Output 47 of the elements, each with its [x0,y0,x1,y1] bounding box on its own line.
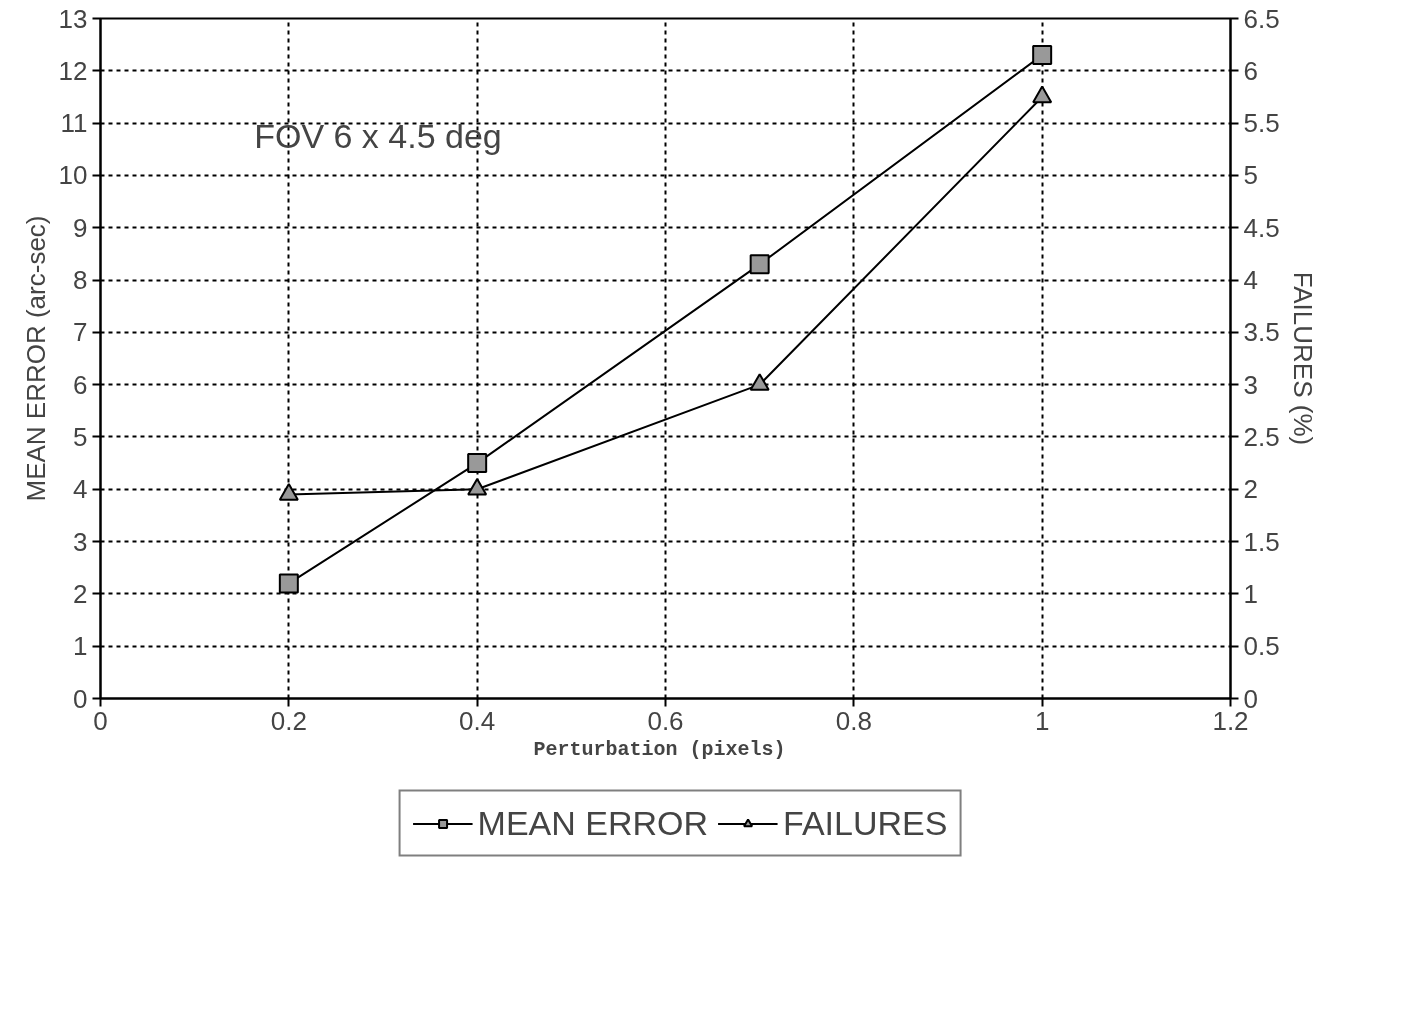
y-axis-title: MEAN ERROR (arc-sec) [20,215,51,502]
y2-tick-label: 1 [1243,578,1258,609]
y2-tick-label: 2.5 [1243,421,1280,452]
y-tick-label: 13 [58,3,88,34]
y2-tick-label: 1.5 [1243,526,1280,557]
y2-tick-label: 4.5 [1243,212,1280,243]
x-axis-title: Perturbation (pixels) [533,737,786,761]
y-tick-label: 3 [73,526,88,557]
y2-tick-label: 6.5 [1243,3,1280,34]
legend-label: MEAN ERROR [477,803,709,843]
point [1032,45,1053,66]
y2-tick-label: 6 [1243,55,1258,86]
annotation: FOV 6 x 4.5 deg [254,116,502,155]
y-tick-label: 4 [73,474,88,505]
x-tick-label: 0 [93,705,108,736]
y2-tick-label: 4 [1243,265,1258,296]
point [467,477,488,496]
y-tick-label: 0 [73,683,88,714]
x-tick-label: 0.4 [459,705,496,736]
point [749,254,770,275]
y2-tick-label: 3.5 [1243,317,1280,348]
y2-tick-label: 3 [1243,369,1258,400]
y2-tick-label: 2 [1243,474,1258,505]
x-tick-label: 0.6 [647,705,684,736]
y-tick-label: 9 [73,212,88,243]
x-tick-label: 0.2 [270,705,307,736]
y-tick-label: 12 [58,55,88,86]
point [278,483,299,501]
y2-tick-label: 0.5 [1243,631,1280,662]
x-tick-label: 0.8 [835,705,872,736]
point [278,573,299,594]
y-tick-label: 6 [73,369,88,400]
y-tick-label: 2 [73,578,88,609]
y2-tick-label: 5.5 [1243,108,1280,139]
y-tick-label: 10 [58,160,88,191]
point [1032,85,1053,104]
y-tick-label: 7 [73,317,88,348]
y2-axis-title: FAILURES (%) [1287,271,1318,446]
y-tick-label: 1 [73,631,88,662]
x-tick-label: 1 [1034,705,1050,736]
y-tick-label: 11 [60,108,88,139]
point [749,373,770,391]
y-tick-label: 5 [73,421,88,452]
y2-tick-label: 5 [1243,160,1258,191]
y-tick-label: 8 [73,265,88,296]
legend-label: FAILURES [783,803,948,843]
point [467,453,488,474]
